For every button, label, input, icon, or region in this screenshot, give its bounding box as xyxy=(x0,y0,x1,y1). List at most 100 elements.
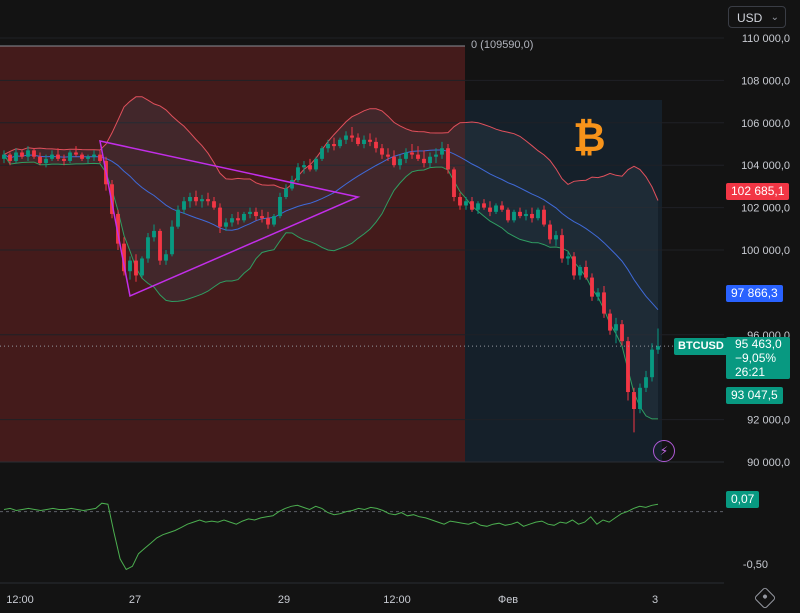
candle xyxy=(20,152,24,157)
candle xyxy=(206,199,210,202)
candle xyxy=(140,258,144,276)
currency-label: USD xyxy=(737,11,763,25)
candle xyxy=(230,218,234,223)
triangle-pattern xyxy=(99,140,361,298)
candle xyxy=(620,324,624,342)
time-tick-label: 29 xyxy=(278,594,290,606)
candle xyxy=(44,158,48,164)
candle xyxy=(404,152,408,159)
candle xyxy=(272,216,276,225)
price-tick-label: 100 000,0 xyxy=(741,245,790,257)
candle xyxy=(146,237,150,259)
osc-tick-label: -0,50 xyxy=(743,559,768,571)
candle xyxy=(398,158,402,166)
candle xyxy=(602,292,606,314)
bollinger-upper-line xyxy=(3,96,659,201)
candle xyxy=(152,230,156,238)
candle xyxy=(218,207,222,227)
candle xyxy=(236,218,240,221)
candle xyxy=(368,139,372,142)
candle xyxy=(578,266,582,276)
currency-selector[interactable]: USD ⌄ xyxy=(728,6,786,28)
candle xyxy=(314,158,318,170)
candle xyxy=(320,148,324,159)
candle xyxy=(428,156,432,164)
candle xyxy=(338,139,342,147)
candle xyxy=(38,156,42,164)
candle xyxy=(122,243,126,272)
candle xyxy=(2,154,6,159)
candle xyxy=(260,216,264,219)
time-tick-label: Фев xyxy=(498,594,518,606)
candle xyxy=(476,203,480,210)
last-price-box: 95 463,0 −9,05% 26:21 xyxy=(726,337,790,379)
candle xyxy=(8,154,12,161)
candle xyxy=(200,199,204,202)
candle xyxy=(512,211,516,221)
candle xyxy=(92,154,96,157)
candle xyxy=(248,211,252,214)
candle xyxy=(632,392,636,409)
candle xyxy=(278,197,282,217)
candle xyxy=(302,165,306,168)
candle xyxy=(374,141,378,149)
candle xyxy=(284,188,288,197)
candle xyxy=(50,154,54,159)
candle xyxy=(506,209,510,221)
candle xyxy=(26,150,30,157)
candle xyxy=(14,152,18,161)
candle xyxy=(392,156,396,166)
candle xyxy=(266,218,270,225)
candle xyxy=(116,213,120,244)
lower-band-tag: 93 047,5 xyxy=(726,387,783,404)
candle xyxy=(524,213,528,217)
candle xyxy=(458,197,462,206)
bitcoin-logo-icon: ₿ xyxy=(573,115,606,161)
candle xyxy=(296,167,300,181)
candle xyxy=(80,154,84,159)
candle xyxy=(242,213,246,221)
candle xyxy=(554,235,558,240)
candle xyxy=(482,203,486,208)
lightning-icon[interactable]: ⚡ xyxy=(653,440,675,462)
candle xyxy=(176,209,180,227)
candle xyxy=(212,201,216,208)
price-tick-label: 102 000,0 xyxy=(741,203,790,215)
candle xyxy=(470,201,474,210)
price-change: −9,05% xyxy=(735,351,777,365)
candle xyxy=(410,152,414,155)
candle xyxy=(416,154,420,159)
candle xyxy=(290,180,294,189)
candle xyxy=(332,144,336,147)
candle xyxy=(194,197,198,202)
candle xyxy=(56,154,60,159)
candle xyxy=(224,222,228,227)
candle xyxy=(560,235,564,259)
candle xyxy=(434,154,438,157)
candle xyxy=(656,346,660,350)
candle xyxy=(542,209,546,225)
candle xyxy=(488,207,492,212)
bollinger-basis-line xyxy=(3,149,659,311)
candle xyxy=(584,266,588,278)
candle xyxy=(566,256,570,259)
candle xyxy=(344,135,348,140)
candle xyxy=(62,158,66,161)
price-tick-label: 92 000,0 xyxy=(747,415,790,427)
price-tick-label: 108 000,0 xyxy=(741,75,790,87)
time-tick-label: 12:00 xyxy=(6,594,34,606)
candle xyxy=(386,154,390,157)
oscillator-line xyxy=(3,502,659,571)
bollinger-fill xyxy=(4,96,658,419)
candle xyxy=(650,349,654,378)
candle xyxy=(74,152,78,155)
candle xyxy=(626,341,630,393)
fib-level-label: 0 (109590,0) xyxy=(471,39,534,51)
forecast-area xyxy=(465,100,662,462)
bar-countdown: 26:21 xyxy=(735,365,766,379)
candle xyxy=(32,150,36,157)
candle xyxy=(590,277,594,297)
candle xyxy=(188,197,192,202)
time-tick-label: 27 xyxy=(129,594,141,606)
